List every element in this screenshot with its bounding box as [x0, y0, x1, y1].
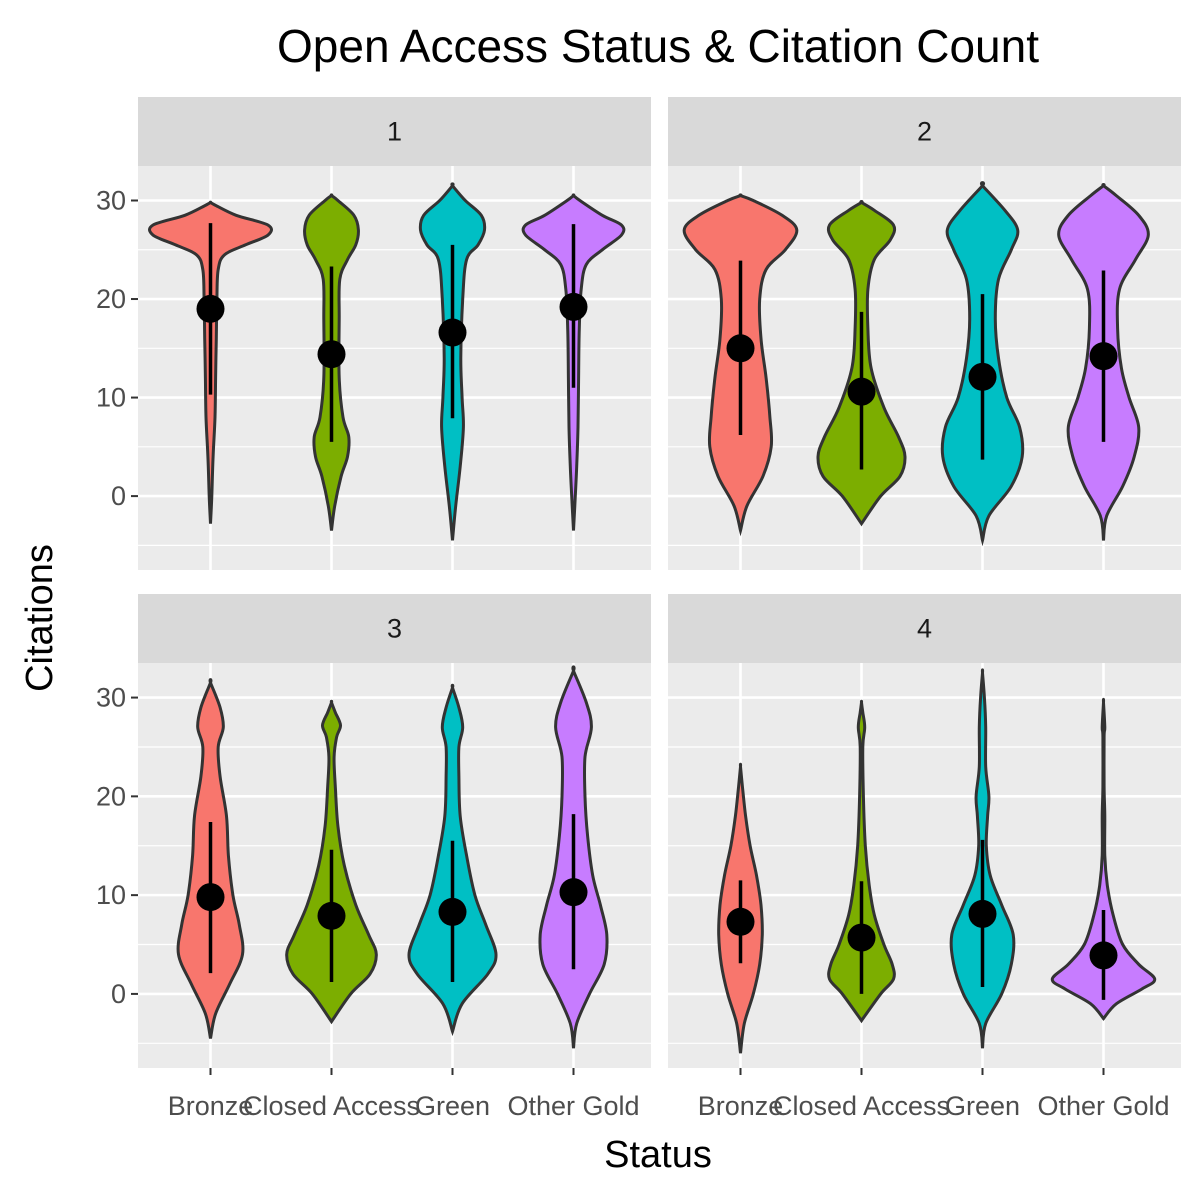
- facet-strip-label: 4: [917, 614, 932, 644]
- x-tick-label: Other Gold: [507, 1091, 639, 1121]
- x-axis-title: Status: [604, 1134, 712, 1176]
- y-tick-label: 20: [96, 284, 126, 314]
- facet-strip-label: 2: [917, 117, 932, 147]
- y-tick-label: 30: [96, 683, 126, 713]
- mean-point: [317, 340, 346, 369]
- x-tick-label: Bronze: [698, 1091, 784, 1121]
- facet-strip: [668, 97, 1181, 166]
- facet-strip-label: 1: [387, 117, 402, 147]
- mean-point: [968, 899, 997, 928]
- mean-point: [847, 923, 876, 952]
- x-tick-label: Closed Access: [773, 1091, 950, 1121]
- mean-point: [559, 292, 588, 321]
- violin-closed-access: [827, 699, 896, 1024]
- x-tick-label: Closed Access: [243, 1091, 420, 1121]
- mean-point: [196, 883, 225, 912]
- violin-other-gold: [1050, 697, 1157, 1021]
- y-tick-label: 10: [96, 880, 126, 910]
- facet-strip-label: 3: [387, 614, 402, 644]
- x-tick-label: Green: [415, 1091, 490, 1121]
- y-axis-title: Citations: [19, 544, 61, 692]
- mean-point: [1089, 342, 1118, 371]
- mean-point: [317, 901, 346, 930]
- x-tick-label: Bronze: [168, 1091, 254, 1121]
- mean-point: [968, 362, 997, 391]
- mean-point: [1089, 941, 1118, 970]
- mean-point: [726, 334, 755, 363]
- facet-panel-2: 2: [668, 97, 1181, 570]
- x-tick-label: Green: [945, 1091, 1020, 1121]
- mean-point: [438, 318, 467, 347]
- mean-point: [438, 897, 467, 926]
- mean-point: [559, 878, 588, 907]
- y-tick-label: 20: [96, 781, 126, 811]
- mean-point: [196, 294, 225, 323]
- facet-strip: [138, 97, 651, 166]
- y-tick-label: 10: [96, 383, 126, 413]
- x-tick-label: Other Gold: [1037, 1091, 1169, 1121]
- facet-strip: [668, 594, 1181, 663]
- y-tick-label: 0: [111, 481, 126, 511]
- y-tick-label: 0: [111, 979, 126, 1009]
- mean-point: [847, 377, 876, 406]
- mean-point: [726, 907, 755, 936]
- y-tick-label: 30: [96, 185, 126, 215]
- facet-strip: [138, 594, 651, 663]
- chart-title: Open Access Status & Citation Count: [277, 20, 1039, 72]
